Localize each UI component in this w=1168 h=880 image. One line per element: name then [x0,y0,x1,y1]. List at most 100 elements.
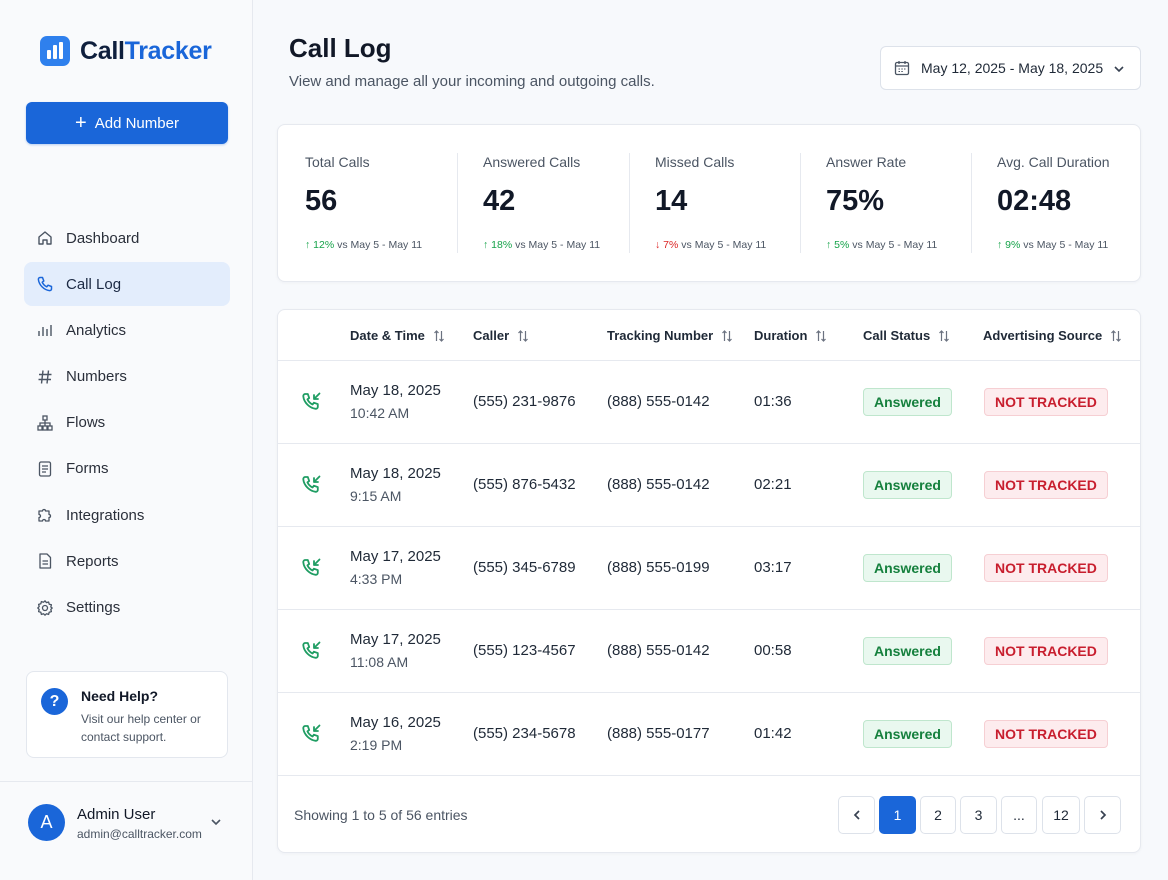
table-row[interactable]: May 18, 2025 10:42 AM (555) 231-9876 (88… [278,361,1140,444]
stat-compare: vs May 5 - May 11 [681,239,767,251]
form-icon [38,461,52,477]
add-number-button[interactable]: + Add Number [26,102,228,144]
status-badge: Answered [863,720,952,748]
sidebar-item-settings[interactable]: Settings [24,586,230,630]
table-row[interactable]: May 17, 2025 4:33 PM (555) 345-6789 (888… [278,527,1140,610]
pagination-next-button[interactable] [1084,796,1121,834]
column-header-label: Caller [473,328,510,343]
row-duration: 01:36 [754,393,792,410]
report-icon [39,553,52,569]
stat-delta: ↓ 7% vs May 5 - May 11 [655,239,766,251]
help-card[interactable]: ? Need Help? Visit our help center or co… [26,671,228,758]
sort-icon [816,329,827,342]
sidebar-item-analytics[interactable]: Analytics [24,308,230,352]
pagination-page-2[interactable]: 2 [920,796,956,834]
bar-chart-logo-icon [40,36,70,66]
phone-icon [37,276,53,292]
table-row[interactable]: May 16, 2025 2:19 PM (555) 234-5678 (888… [278,693,1140,776]
stat-delta-percent: 12% [313,239,335,251]
column-header-label: Duration [754,328,808,343]
row-tracking-number: (888) 555-0142 [607,642,710,659]
chevron-left-icon [853,810,860,820]
sidebar-item-label: Call Log [66,275,122,293]
arrow-up-icon: ↑ [997,239,1003,251]
column-header-advertising-source[interactable]: Advertising Source [983,328,1122,343]
help-question-icon: ? [41,688,68,715]
column-header-tracking-number[interactable]: Tracking Number [607,328,733,343]
status-badge: Answered [863,554,952,582]
stat-value: 42 [483,185,516,217]
date-range-value: May 12, 2025 - May 18, 2025 [921,60,1104,76]
status-badge: Answered [863,471,952,499]
column-header-label: Date & Time [350,328,425,343]
sidebar-item-flows[interactable]: Flows [24,401,230,445]
sort-icon [518,329,529,342]
stat-value: 75% [826,185,885,217]
sort-icon [433,329,444,342]
hash-icon [38,369,52,384]
column-header-call-status[interactable]: Call Status [863,328,950,343]
incoming-call-icon [302,724,321,742]
table-row[interactable]: May 17, 2025 11:08 AM (555) 123-4567 (88… [278,610,1140,693]
row-caller: (555) 345-6789 [473,559,576,576]
stat-value: 56 [305,185,338,217]
row-time: 10:42 AM [350,405,410,421]
help-title: Need Help? [81,688,159,704]
sidebar-item-call-log[interactable]: Call Log [24,262,230,307]
sort-icon [1111,329,1122,342]
stat-value: 02:48 [997,185,1072,217]
row-duration: 00:58 [754,642,792,659]
row-time: 2:19 PM [350,737,403,753]
puzzle-icon [38,508,52,522]
sidebar-item-forms[interactable]: Forms [24,447,230,491]
arrow-down-icon: ↓ [655,239,661,251]
stat-delta-percent: 18% [491,239,513,251]
row-date: May 17, 2025 [350,631,441,648]
row-time: 9:15 AM [350,488,402,504]
sidebar-item-label: Analytics [66,321,127,339]
sidebar-item-label: Forms [66,460,109,478]
source-badge: NOT TRACKED [984,554,1108,582]
sidebar-item-numbers[interactable]: Numbers [24,355,230,399]
sidebar-item-label: Settings [66,599,121,616]
stat-label: Total Calls [305,154,370,170]
stat-compare: vs May 5 - May 11 [852,239,938,251]
column-header-caller[interactable]: Caller [473,328,529,343]
pagination-page-12[interactable]: 12 [1042,796,1080,834]
brand-logo-link[interactable]: CallTracker [40,36,212,66]
stat-label: Answer Rate [826,154,907,170]
chevron-right-icon [1099,810,1106,820]
table-header: Date & Time Caller Tracking Number Durat… [278,310,1140,361]
sidebar: CallTracker + Add Number Dashboard Call … [0,0,253,880]
chevron-down-icon [1114,66,1124,73]
row-tracking-number: (888) 555-0142 [607,476,710,493]
stat-divider [800,153,801,253]
row-date: May 18, 2025 [350,382,441,399]
status-badge: Answered [863,388,952,416]
avatar[interactable]: A [28,804,65,841]
sidebar-item-reports[interactable]: Reports [24,539,230,583]
sidebar-item-integrations[interactable]: Integrations [24,493,230,537]
pagination-page-3[interactable]: 3 [960,796,997,834]
call-log-table: Date & Time Caller Tracking Number Durat… [277,309,1141,853]
source-badge: NOT TRACKED [984,471,1108,499]
date-range-picker[interactable]: May 12, 2025 - May 18, 2025 [880,46,1141,90]
pagination-page-1[interactable]: 1 [879,796,916,834]
stat-compare: vs May 5 - May 11 [337,239,423,251]
column-header-duration[interactable]: Duration [754,328,827,343]
pagination-prev-button[interactable] [838,796,875,834]
row-duration: 02:21 [754,476,792,493]
stat-label: Avg. Call Duration [997,154,1110,170]
stat-divider [457,153,458,253]
chevron-down-icon[interactable] [209,815,223,829]
sidebar-item-dashboard[interactable]: Dashboard [24,216,230,260]
sidebar-item-label: Numbers [66,368,127,386]
source-badge: NOT TRACKED [984,637,1108,665]
home-icon [38,231,52,245]
column-header-date-time[interactable]: Date & Time [350,328,445,343]
row-date: May 17, 2025 [350,548,441,565]
table-row[interactable]: May 18, 2025 9:15 AM (555) 876-5432 (888… [278,444,1140,527]
stat-delta-percent: 5% [834,239,850,251]
sitemap-icon [37,415,53,431]
incoming-call-icon [302,392,321,410]
